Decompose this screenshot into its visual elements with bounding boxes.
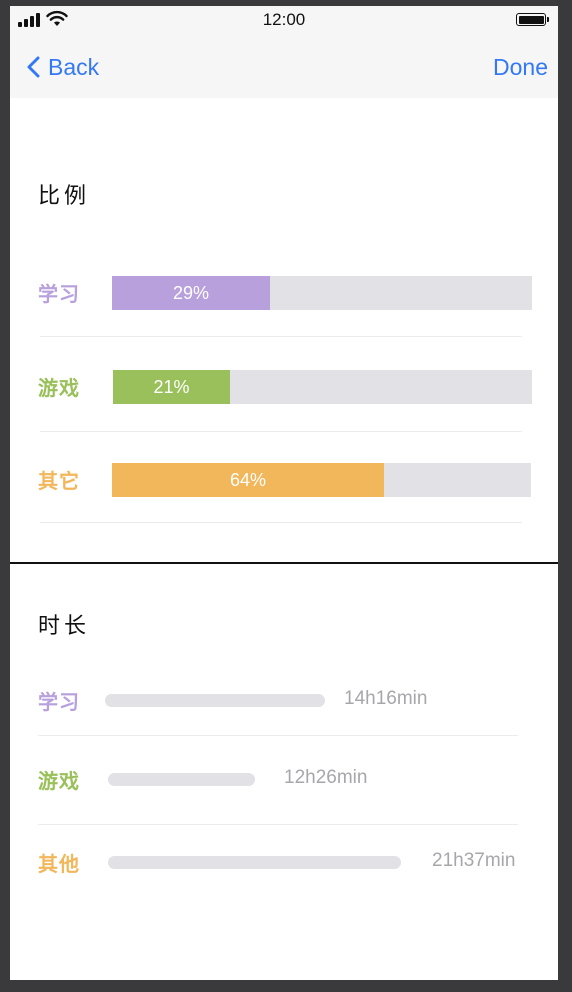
navigation-bar: Back Done bbox=[10, 34, 558, 98]
row-divider bbox=[38, 824, 518, 825]
duration-value: 21h37min bbox=[432, 850, 516, 871]
ratio-row: 其它 64% bbox=[38, 463, 531, 497]
ratio-percent-label: 29% bbox=[172, 283, 210, 303]
ratio-progress-track: 29% bbox=[112, 276, 532, 310]
back-button[interactable]: Back bbox=[26, 52, 99, 82]
battery-icon bbox=[516, 13, 549, 26]
chevron-left-icon bbox=[27, 56, 40, 78]
ratio-progress-fill bbox=[113, 370, 230, 404]
ratio-section-title: 比例 bbox=[38, 184, 91, 209]
ratio-percent-label: 21% bbox=[153, 377, 190, 397]
ratio-progress-track: 21% bbox=[113, 370, 532, 404]
row-divider bbox=[40, 431, 522, 432]
status-time: 12:00 bbox=[262, 10, 306, 29]
duration-value: 12h26min bbox=[284, 767, 368, 788]
duration-row-label: 学习 bbox=[38, 690, 80, 714]
cellular-signal-icon bbox=[18, 13, 42, 27]
ratio-row-label: 学习 bbox=[38, 282, 80, 306]
duration-value: 14h16min bbox=[344, 688, 428, 709]
ratio-percent-label: 64% bbox=[229, 470, 267, 490]
done-label: Done bbox=[493, 53, 548, 80]
duration-section-title: 时长 bbox=[38, 614, 91, 639]
ratio-progress-fill bbox=[112, 276, 270, 310]
duration-row: 学习 14h16min bbox=[38, 686, 522, 716]
duration-row-label: 其他 bbox=[38, 852, 80, 876]
done-button[interactable]: Done bbox=[493, 52, 548, 82]
row-divider bbox=[38, 735, 518, 736]
ratio-row-label: 其它 bbox=[38, 469, 80, 493]
ratio-row: 游戏 21% bbox=[38, 370, 532, 404]
ratio-progress-track: 64% bbox=[112, 463, 531, 497]
section-divider bbox=[10, 562, 558, 564]
duration-row-label: 游戏 bbox=[38, 769, 80, 793]
ratio-progress-fill bbox=[112, 463, 384, 497]
duration-bar bbox=[108, 856, 401, 869]
screen: 12:00 Back Done 比例 学习 29% 游戏 21% 其它 64% 时长 学习… bbox=[10, 6, 558, 980]
duration-bar bbox=[108, 773, 255, 786]
duration-row: 其他 21h37min bbox=[38, 848, 522, 878]
row-divider bbox=[40, 336, 522, 337]
ratio-row-label: 游戏 bbox=[38, 376, 80, 400]
duration-row: 游戏 12h26min bbox=[38, 765, 522, 795]
back-label: Back bbox=[48, 53, 100, 80]
row-divider bbox=[40, 522, 522, 523]
status-bar: 12:00 bbox=[10, 6, 558, 34]
ratio-row: 学习 29% bbox=[38, 276, 532, 310]
duration-bar bbox=[105, 694, 325, 707]
wifi-icon bbox=[46, 10, 68, 26]
